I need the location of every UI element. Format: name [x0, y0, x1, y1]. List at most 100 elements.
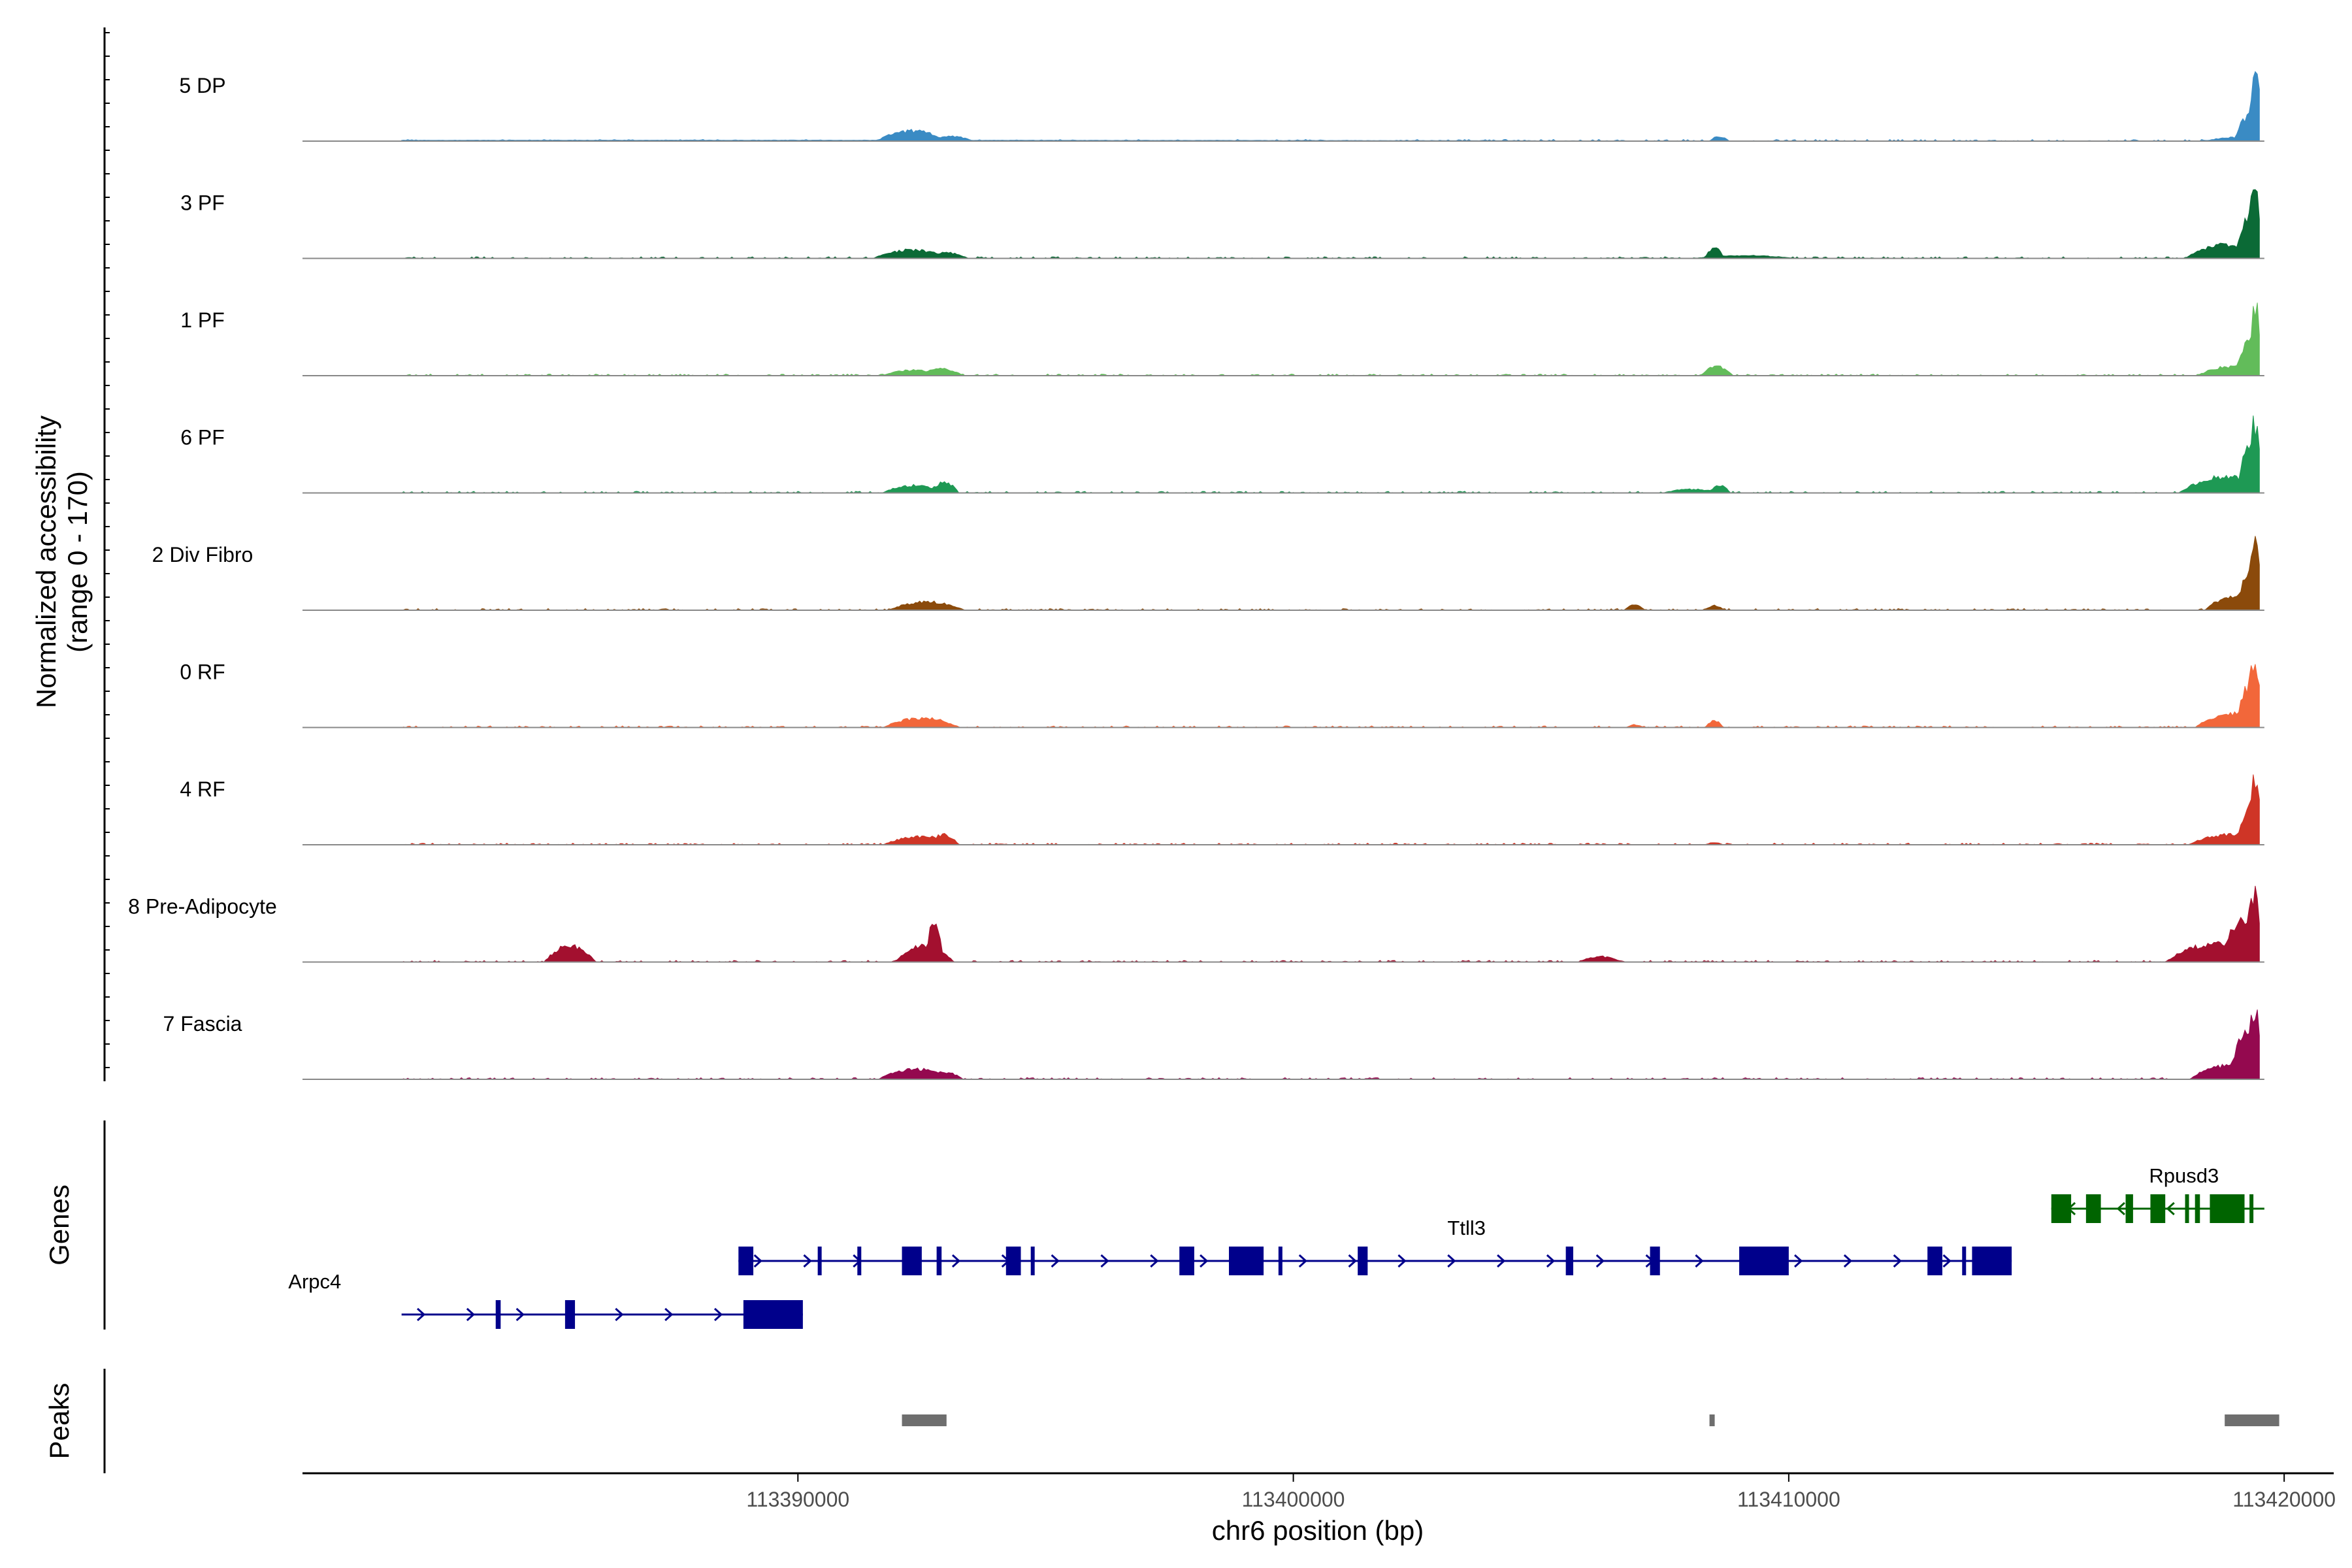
coverage-track: 3 PF [180, 189, 2264, 259]
peaks-panel-title: Peaks [44, 1383, 74, 1460]
strand-chevron [1100, 1254, 1109, 1268]
x-axis-ticks: 113390000 113400000 113410000 113420000 [746, 1473, 2336, 1511]
track-label: 1 PF [180, 308, 225, 332]
gene-exon [2185, 1194, 2189, 1223]
y-axis-title-line2: (range 0 - 170) [62, 471, 93, 653]
gene-exon [817, 1247, 822, 1275]
coverage-area [401, 1009, 2260, 1080]
gene-exon [1565, 1247, 1574, 1275]
gene-exon [1650, 1247, 1660, 1275]
coverage-track: 0 RF [180, 661, 2264, 728]
coverage-area [401, 774, 2260, 845]
gene-exon [1739, 1247, 1789, 1275]
strand-chevron [1695, 1254, 1704, 1268]
gene-exon [2150, 1194, 2166, 1223]
peak-region [2225, 1414, 2279, 1426]
strand-chevron [1447, 1254, 1456, 1268]
strand-chevron [1348, 1254, 1357, 1268]
gene-exon [1927, 1247, 1942, 1275]
gene-label: Ttll3 [1447, 1217, 1486, 1239]
gene-model: Rpusd3 [2051, 1164, 2264, 1223]
gene-exon [743, 1300, 803, 1329]
strand-chevron [2166, 1201, 2175, 1216]
peak-regions [902, 1414, 2279, 1426]
strand-chevron [1497, 1254, 1506, 1268]
y-axis-title-line1: Normalized accessibility [31, 416, 61, 708]
x-tick-label: 113400000 [1242, 1488, 1345, 1511]
strand-chevron [466, 1307, 476, 1322]
gene-label: Arpc4 [288, 1270, 341, 1293]
gene-exon [936, 1247, 942, 1275]
track-label: 5 DP [179, 74, 225, 97]
track-label: 8 Pre-Adipocyte [128, 895, 277, 919]
strand-chevron [1843, 1254, 1853, 1268]
strand-chevron [1893, 1254, 1902, 1268]
coverage-track: 2 Div Fibro [152, 536, 2264, 611]
strand-chevron [515, 1307, 525, 1322]
gene-exon [1358, 1247, 1368, 1275]
strand-chevron [753, 1254, 762, 1268]
coverage-track: 6 PF [180, 416, 2264, 494]
track-label: 0 RF [180, 661, 225, 684]
coverage-y-ticks [105, 32, 110, 1068]
gene-exon [902, 1247, 922, 1275]
coverage-area [400, 416, 2260, 494]
strand-chevron [1150, 1254, 1159, 1268]
gene-exon [495, 1300, 501, 1329]
coverage-track: 4 RF [180, 774, 2264, 845]
coverage-track: 5 DP [179, 71, 2264, 142]
strand-chevron [664, 1307, 674, 1322]
coverage-track: 1 PF [180, 302, 2264, 376]
gene-model: Arpc4 [288, 1270, 803, 1329]
strand-chevron [1942, 1254, 1952, 1268]
peak-region [902, 1414, 947, 1426]
coverage-tracks: 5 DP 3 PF 1 PF 6 PF 2 Div Fibro 0 RF 4 RF 8 Pre… [128, 71, 2264, 1080]
strand-chevron [2116, 1201, 2125, 1216]
strand-chevron [1794, 1254, 1803, 1268]
gene-exon [2051, 1194, 2072, 1223]
x-tick-label: 113410000 [1737, 1488, 1840, 1511]
strand-chevron [1298, 1254, 1307, 1268]
gene-exon [1005, 1247, 1021, 1275]
peak-region [1709, 1414, 1715, 1426]
strand-chevron [1200, 1254, 1209, 1268]
gene-exon [738, 1247, 754, 1275]
gene-exon [2210, 1194, 2245, 1223]
gene-exon [1962, 1247, 1967, 1275]
strand-chevron [1595, 1254, 1605, 1268]
coverage-track: 8 Pre-Adipocyte [128, 885, 2264, 963]
strand-chevron [713, 1307, 723, 1322]
gene-exon [1972, 1247, 2012, 1275]
strand-chevron [416, 1307, 426, 1322]
gene-exon [1229, 1247, 1264, 1275]
gene-exon [2125, 1194, 2133, 1223]
coverage-area [401, 71, 2260, 142]
gene-exon [2249, 1194, 2254, 1223]
gene-exon [2085, 1194, 2101, 1223]
coverage-area [401, 885, 2260, 963]
gene-model: Ttll3 [738, 1217, 2012, 1275]
gene-exon [564, 1300, 576, 1329]
gene-exon [857, 1247, 862, 1275]
strand-chevron [1546, 1254, 1556, 1268]
strand-chevron [951, 1254, 961, 1268]
gene-models: Arpc4 Ttll3 Rpusd3 [288, 1164, 2264, 1329]
track-label: 6 PF [180, 426, 225, 449]
track-label: 3 PF [180, 191, 225, 215]
gene-exon [1030, 1247, 1035, 1275]
strand-chevron [1051, 1254, 1060, 1268]
x-axis-title: chr6 position (bp) [1212, 1515, 1424, 1546]
gene-label: Rpusd3 [2149, 1164, 2219, 1187]
track-label: 7 Fascia [163, 1012, 242, 1036]
strand-chevron [1397, 1254, 1407, 1268]
gene-exon [1278, 1247, 1282, 1275]
x-tick-label: 113420000 [2232, 1488, 2336, 1511]
strand-chevron [615, 1307, 624, 1322]
gene-exon [1179, 1247, 1194, 1275]
coverage-area [401, 664, 2260, 728]
coverage-area [401, 536, 2260, 611]
coverage-track: 7 Fascia [163, 1009, 2264, 1080]
genes-panel-title: Genes [44, 1184, 74, 1266]
track-label: 4 RF [180, 777, 225, 801]
